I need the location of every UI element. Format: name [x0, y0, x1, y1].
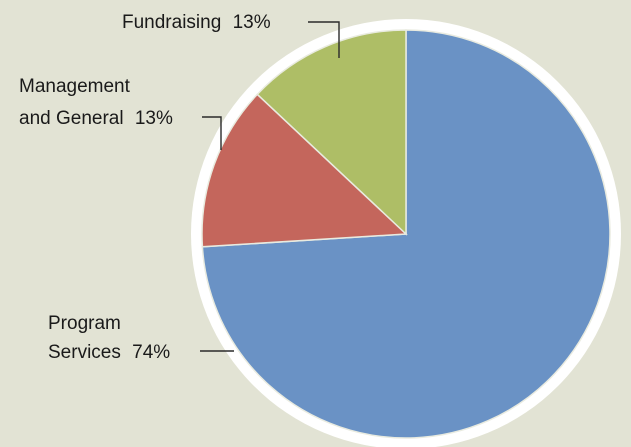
pie-slices	[201, 29, 611, 439]
leader-line-fundraising	[308, 21, 340, 58]
label-management-general-line2: and General	[19, 108, 124, 129]
label-program-services-percent: 74%	[132, 342, 170, 363]
label-fundraising: Fundraising 13%	[122, 12, 340, 58]
svg-text:Services 74%: Services 74%	[48, 342, 170, 363]
label-program-services: Program Services 74%	[48, 313, 234, 363]
pie-slice-management-and-general	[201, 93, 408, 248]
leader-line-management-general	[202, 116, 222, 150]
label-fundraising-line1: Fundraising	[122, 12, 221, 33]
label-fundraising-percent: 13%	[233, 12, 271, 33]
label-program-services-line1: Program	[48, 313, 121, 334]
svg-text:and General 13%: and General 13%	[19, 108, 173, 129]
label-management-general: Management and General 13%	[19, 76, 222, 150]
label-management-general-line1: Management	[19, 76, 131, 97]
label-management-general-percent: 13%	[135, 108, 173, 129]
svg-text:Fundraising 13%: Fundraising 13%	[122, 12, 271, 33]
label-program-services-line2: Services	[48, 342, 121, 363]
pie-slice-fundraising	[256, 29, 407, 236]
